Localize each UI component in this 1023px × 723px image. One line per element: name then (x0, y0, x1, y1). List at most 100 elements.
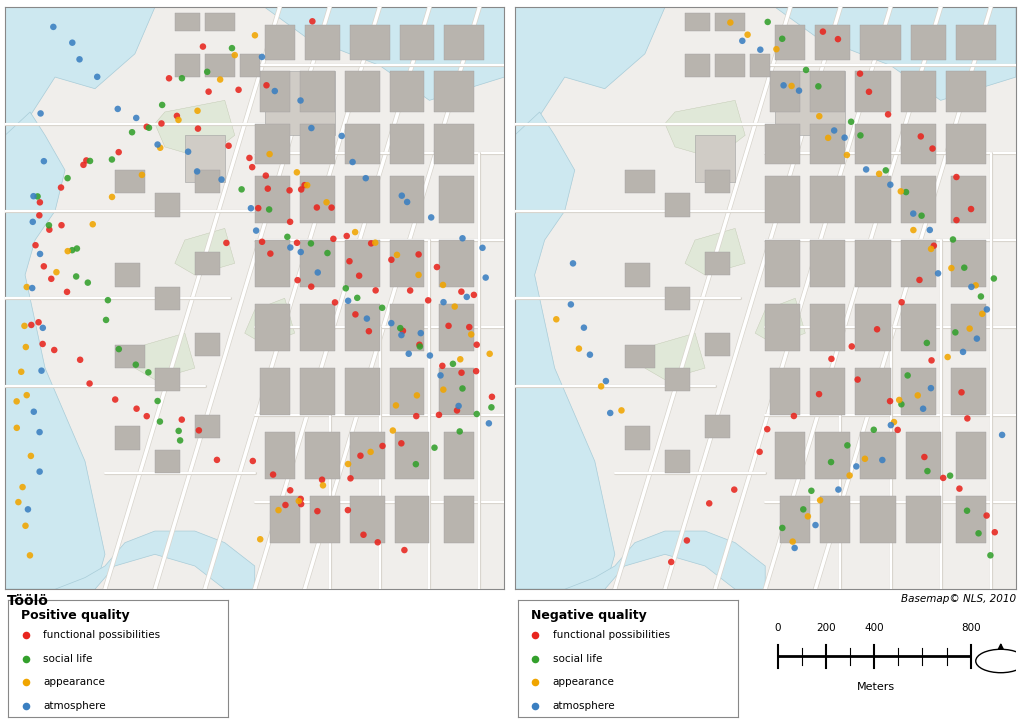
Bar (900, 368, 936, 414)
Bar (695, 135, 736, 182)
Point (17, 520, 34, 531)
Point (32, 427, 48, 438)
Bar (115, 345, 145, 368)
Point (343, 473, 359, 484)
Point (53, 219, 70, 231)
Point (393, 437, 409, 449)
Bar (900, 124, 936, 164)
Point (424, 212, 440, 223)
Point (786, 410, 802, 422)
Point (389, 249, 405, 261)
Point (384, 317, 400, 329)
Point (431, 409, 447, 421)
Point (394, 190, 410, 202)
Bar (115, 170, 145, 194)
Point (218, 237, 234, 249)
Point (326, 296, 343, 308)
Point (971, 528, 987, 539)
Bar (665, 450, 690, 473)
Point (68, 270, 84, 282)
Point (461, 321, 478, 333)
Bar (435, 124, 475, 164)
Point (475, 242, 491, 254)
Point (252, 534, 268, 545)
Point (212, 74, 228, 85)
Bar (400, 25, 435, 59)
Point (374, 440, 391, 452)
Point (814, 26, 831, 38)
Point (848, 461, 864, 472)
Bar (265, 432, 295, 479)
Polygon shape (265, 7, 504, 100)
Bar (770, 368, 800, 414)
Point (527, 676, 543, 688)
Bar (855, 304, 890, 351)
Point (959, 505, 975, 516)
Point (8, 395, 25, 407)
Polygon shape (244, 298, 295, 345)
Bar (810, 240, 845, 286)
Point (483, 401, 499, 413)
Bar (260, 72, 290, 112)
Bar (685, 54, 710, 77)
Point (309, 202, 325, 213)
Point (882, 179, 898, 190)
Bar (900, 176, 936, 223)
Point (17, 630, 34, 641)
Bar (395, 496, 430, 543)
Bar (955, 432, 986, 479)
Bar (855, 124, 890, 164)
Point (527, 630, 543, 641)
Point (909, 390, 926, 401)
Bar (345, 176, 380, 223)
Point (469, 408, 485, 420)
Point (128, 359, 144, 370)
Point (319, 247, 336, 259)
Point (242, 202, 259, 214)
Point (260, 183, 276, 194)
Point (293, 95, 309, 106)
Point (582, 349, 598, 361)
Point (883, 419, 899, 431)
Bar (300, 124, 335, 164)
Point (149, 395, 166, 407)
Bar (810, 368, 845, 414)
Point (968, 280, 984, 291)
Bar (255, 304, 290, 351)
Point (915, 403, 931, 414)
Point (82, 377, 98, 389)
Bar (350, 432, 385, 479)
Point (299, 179, 315, 191)
Text: atmosphere: atmosphere (552, 701, 616, 711)
Text: appearance: appearance (43, 677, 105, 687)
Point (129, 403, 145, 414)
Point (411, 341, 428, 352)
Point (34, 365, 50, 377)
Point (258, 170, 274, 181)
Point (340, 505, 356, 516)
Point (347, 226, 363, 238)
Point (248, 225, 264, 236)
Point (36, 260, 52, 272)
Point (134, 169, 150, 181)
Point (412, 328, 429, 339)
Point (880, 108, 896, 120)
Point (453, 367, 470, 379)
Point (399, 196, 415, 208)
Point (199, 66, 216, 77)
Point (454, 233, 471, 244)
Point (59, 172, 76, 184)
Polygon shape (5, 7, 154, 153)
Point (395, 325, 411, 337)
Point (436, 296, 452, 308)
Point (774, 522, 791, 534)
Point (768, 43, 785, 55)
Point (458, 291, 475, 303)
Bar (750, 54, 770, 77)
Point (408, 411, 425, 422)
Bar (305, 432, 340, 479)
Point (860, 86, 877, 98)
Point (871, 168, 887, 179)
Bar (440, 368, 475, 414)
Point (593, 380, 610, 392)
